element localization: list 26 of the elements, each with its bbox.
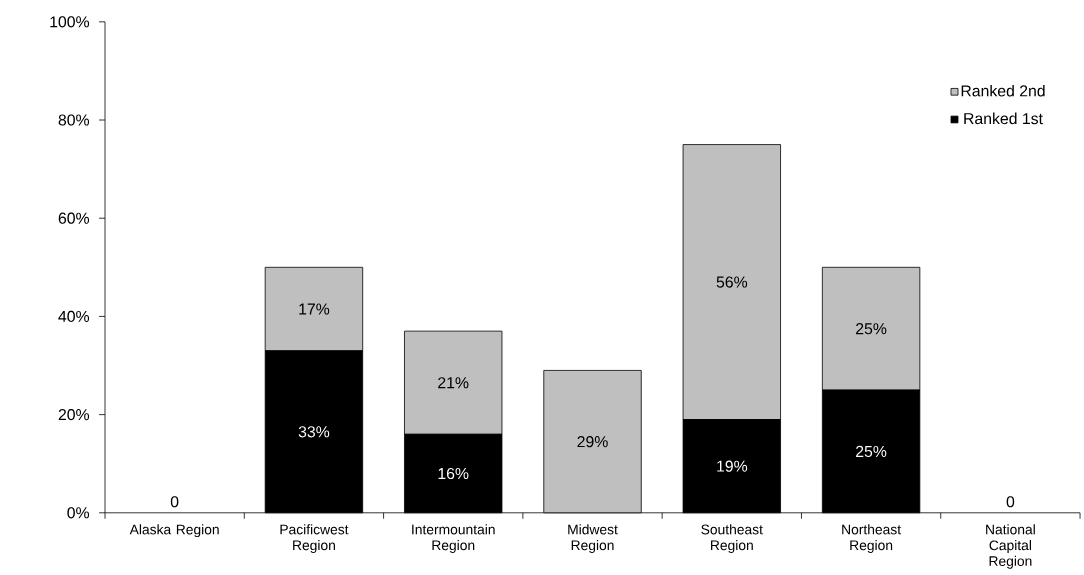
data-label: 16% [438,467,469,479]
legend-label: Ranked 1st [964,112,1043,125]
data-label: 33% [298,426,330,438]
data-label: 0 [1006,496,1015,508]
data-label: 29% [577,435,608,448]
data-label: 17% [299,303,330,315]
data-label: 25% [856,322,887,335]
data-label: 25% [856,445,887,457]
data-label: 19% [717,460,748,472]
x-tick-label: Midwest Region [568,524,618,553]
y-tick-label: 40% [58,310,90,322]
x-tick-label: Pacificwest Region [280,524,349,553]
data-label: 21% [438,376,469,389]
data-label: 56% [716,276,748,288]
x-tick-label: Northeast Region [842,524,901,553]
x-tick-label: Southeast Region [701,524,763,553]
x-tick-label: Intermountain Region [412,524,495,553]
y-tick-label: 60% [58,212,90,224]
y-tick-label: 20% [58,408,90,421]
y-tick-label: 80% [58,114,90,126]
y-tick-label: 0% [67,507,90,519]
x-tick-label: Alaska Region [129,524,219,537]
data-label: 0 [170,496,179,508]
legend-label: Ranked 2nd [961,84,1045,97]
x-tick-label: National Capital Region [986,524,1035,569]
y-tick-label: 100% [50,16,90,28]
